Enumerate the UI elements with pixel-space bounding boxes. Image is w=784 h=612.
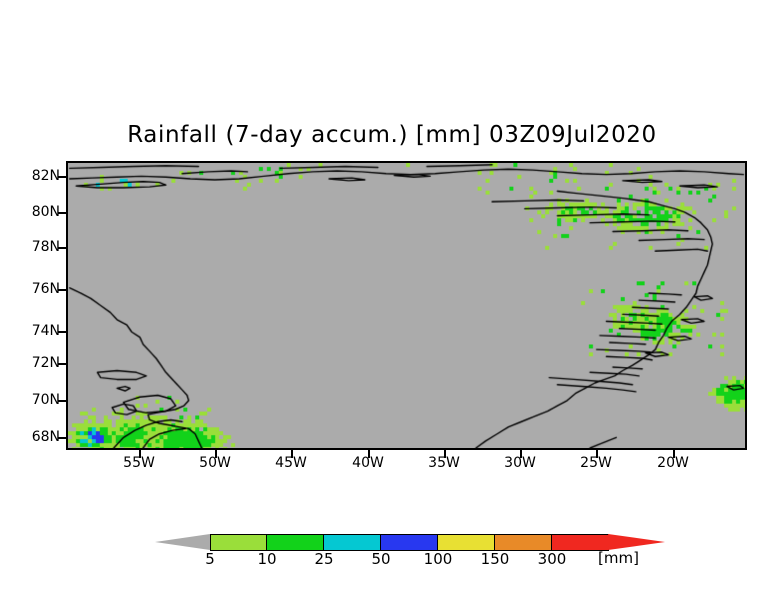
y-axis-label-72n: 72N — [31, 355, 60, 371]
x-axis-tick-25w — [596, 450, 598, 458]
colorbar-segment-25-50[interactable] — [324, 534, 381, 551]
x-axis-label-20w: 20W — [657, 455, 689, 471]
x-axis-label-30w: 30W — [504, 455, 536, 471]
colorbar-segment-100-150[interactable] — [438, 534, 495, 551]
colorbar-tick-150: 150 — [480, 550, 510, 568]
x-axis-label-45w: 45W — [275, 455, 307, 471]
colorbar-segment-5-10[interactable] — [210, 534, 267, 551]
x-axis-label-50w: 50W — [199, 455, 231, 471]
y-axis-label-68n: 68N — [31, 429, 60, 445]
x-axis-tick-30w — [520, 450, 522, 458]
x-axis-tick-50w — [215, 450, 217, 458]
y-axis-tick-72n — [58, 363, 66, 365]
x-axis-tick-35w — [444, 450, 446, 458]
y-axis-tick-78n — [58, 247, 66, 249]
colorbar-tick-50: 50 — [371, 550, 391, 568]
colorbar-tick-5: 5 — [205, 550, 215, 568]
y-axis-tick-68n — [58, 437, 66, 439]
x-axis-label-55w: 55W — [123, 455, 155, 471]
y-axis-tick-70n — [58, 400, 66, 402]
colorbar-tick-100: 100 — [423, 550, 453, 568]
map-plot-area[interactable] — [66, 161, 747, 450]
y-axis-tick-80n — [58, 212, 66, 214]
x-axis-label-40w: 40W — [352, 455, 384, 471]
y-axis-label-78n: 78N — [31, 239, 60, 255]
x-axis-tick-55w — [139, 450, 141, 458]
colorbar-tick-10: 10 — [257, 550, 277, 568]
y-axis-tick-76n — [58, 289, 66, 291]
colorbar-segment-10-25[interactable] — [267, 534, 324, 551]
x-axis-label-35w: 35W — [428, 455, 460, 471]
y-axis-label-82n: 82N — [31, 168, 60, 184]
colorbar-tick-25: 25 — [314, 550, 334, 568]
y-axis-label-70n: 70N — [31, 392, 60, 408]
x-axis-label-25w: 25W — [580, 455, 612, 471]
y-axis-label-76n: 76N — [31, 281, 60, 297]
x-axis-tick-20w — [673, 450, 675, 458]
y-axis-label-80n: 80N — [31, 204, 60, 220]
colorbar-segment-50-100[interactable] — [381, 534, 438, 551]
colorbar-high-arrow — [608, 534, 665, 550]
x-axis-tick-45w — [291, 450, 293, 458]
page-title: Rainfall (7-day accum.) [mm] 03Z09Jul202… — [127, 122, 657, 148]
colorbar-segments — [210, 534, 609, 551]
y-axis-tick-74n — [58, 331, 66, 333]
y-axis-tick-82n — [58, 176, 66, 178]
colorbar-segment-150-300[interactable] — [495, 534, 552, 551]
x-axis-tick-40w — [368, 450, 370, 458]
colorbar-unit-label: [mm] — [598, 549, 639, 567]
y-axis-label-74n: 74N — [31, 323, 60, 339]
colorbar-tick-300: 300 — [537, 550, 567, 568]
colorbar-low-arrow — [155, 534, 210, 550]
colorbar-legend[interactable] — [155, 534, 665, 551]
rainfall-map-canvas — [68, 163, 745, 448]
